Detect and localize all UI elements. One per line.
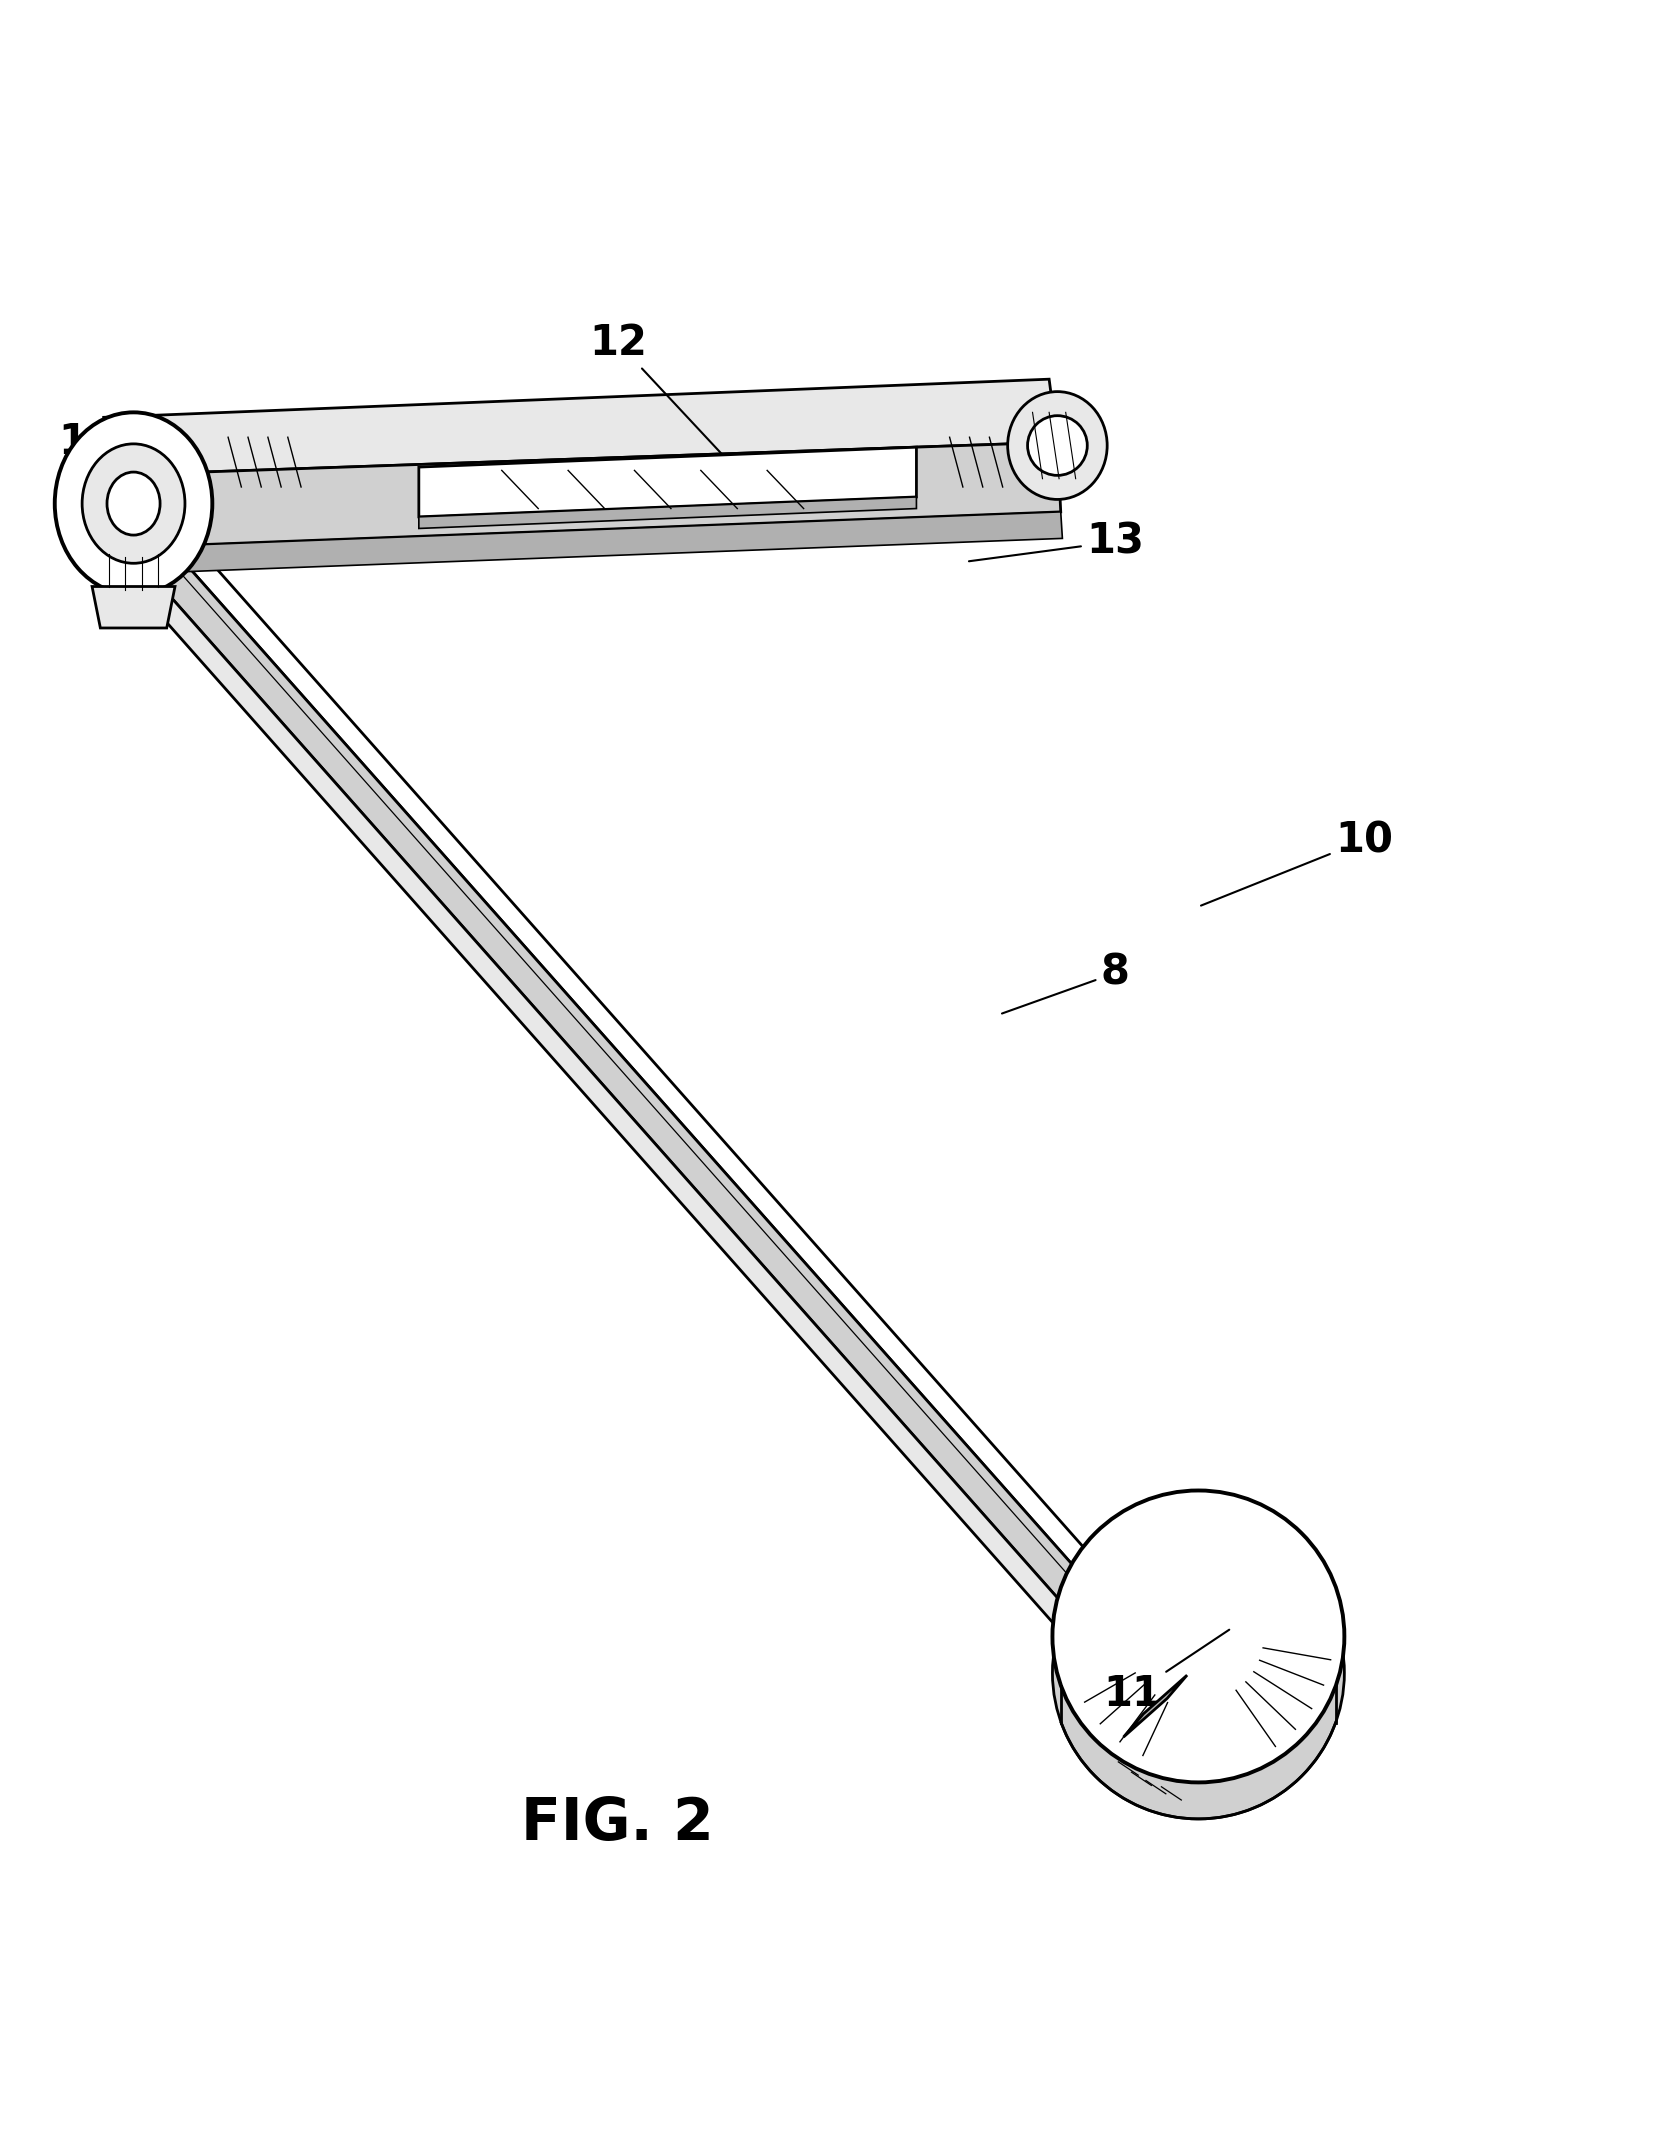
- Polygon shape: [418, 498, 917, 528]
- Text: 10: 10: [1200, 819, 1394, 905]
- Text: FIG. 2: FIG. 2: [522, 1795, 713, 1851]
- Polygon shape: [103, 442, 1060, 549]
- Polygon shape: [103, 380, 1057, 476]
- Text: 11: 11: [1104, 1630, 1229, 1716]
- Polygon shape: [100, 513, 1062, 575]
- Circle shape: [1052, 1527, 1344, 1819]
- Polygon shape: [147, 586, 1154, 1718]
- Text: 8: 8: [1002, 952, 1130, 1012]
- Text: 12: 12: [588, 322, 732, 465]
- Polygon shape: [185, 551, 1192, 1684]
- Ellipse shape: [107, 472, 160, 534]
- Polygon shape: [1124, 1675, 1187, 1737]
- Ellipse shape: [55, 412, 212, 594]
- Circle shape: [1027, 416, 1087, 476]
- Polygon shape: [162, 564, 1177, 1705]
- Text: 14: 14: [58, 420, 168, 506]
- Ellipse shape: [82, 444, 185, 564]
- Text: 13: 13: [969, 521, 1145, 562]
- Circle shape: [1052, 1491, 1344, 1782]
- Polygon shape: [92, 586, 175, 628]
- Ellipse shape: [1007, 393, 1107, 500]
- Polygon shape: [418, 446, 917, 517]
